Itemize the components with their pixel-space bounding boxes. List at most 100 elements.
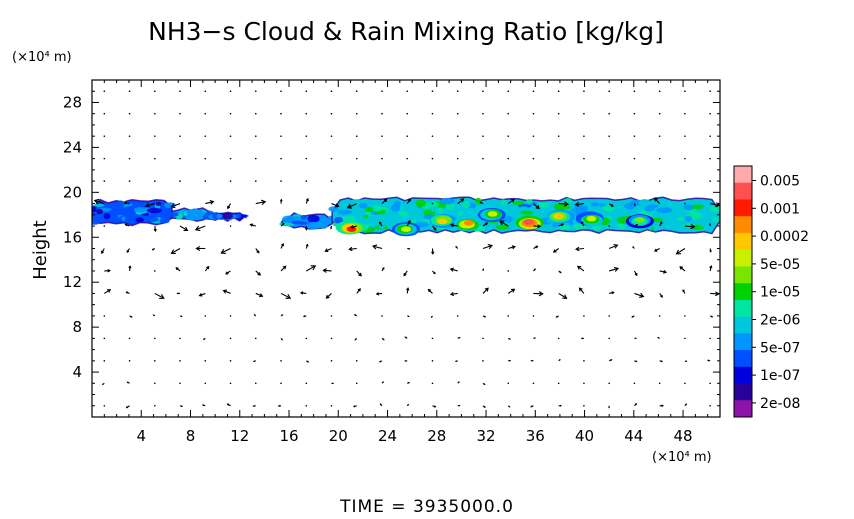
wind-vector: [457, 336, 461, 339]
wind-vector: [330, 135, 333, 137]
wind-vector: [555, 315, 559, 318]
wind-vector: [305, 157, 308, 160]
x-tick-label: 20: [329, 427, 348, 445]
colorbar-segment: [734, 350, 752, 368]
wind-vector: [381, 180, 383, 182]
wind-vector: [179, 405, 184, 408]
wind-vector: [381, 315, 383, 317]
wind-vector: [346, 203, 357, 209]
wind-vector: [431, 90, 434, 93]
wind-vector: [583, 135, 585, 137]
wind-vector: [225, 270, 231, 275]
wind-vector: [103, 180, 106, 182]
wind-vector: [280, 382, 282, 385]
wind-vector: [103, 135, 106, 137]
wind-vector: [507, 180, 510, 182]
wind-vector: [682, 289, 686, 294]
wind-vector: [179, 157, 181, 160]
wind-vector: [432, 225, 437, 231]
wind-vector: [103, 112, 106, 115]
wind-vector: [684, 202, 686, 205]
wind-vector: [229, 180, 232, 182]
wind-vector: [101, 382, 105, 385]
wind-vector: [533, 245, 539, 249]
convective-cell: [392, 222, 421, 237]
wind-vector: [552, 248, 560, 253]
convective-cell: [452, 217, 481, 232]
wind-vector: [658, 382, 661, 385]
wind-vector: [305, 197, 309, 204]
wind-vector: [330, 315, 333, 317]
wind-vector: [608, 157, 610, 160]
wind-vector: [305, 337, 308, 340]
wind-vector: [482, 112, 484, 115]
wind-vector: [280, 90, 282, 93]
wind-vector: [255, 199, 267, 206]
y-tick-label: 4: [72, 363, 82, 381]
wind-vector: [455, 245, 459, 249]
wind-vector: [406, 219, 411, 227]
wind-vector: [280, 157, 282, 160]
wind-vector: [684, 135, 686, 137]
wind-vector: [482, 222, 489, 227]
x-tick-label: 36: [526, 427, 545, 445]
y-tick-label: 8: [72, 318, 82, 336]
wind-vector: [253, 314, 257, 317]
wind-vector: [280, 338, 283, 341]
wind-vector: [706, 359, 711, 362]
wind-vector: [151, 248, 156, 251]
wind-vector: [658, 315, 661, 317]
wind-vector: [456, 90, 459, 93]
wind-vector: [608, 112, 610, 115]
wind-vector: [576, 265, 585, 272]
wind-vector: [583, 180, 585, 182]
wind-vector: [709, 265, 713, 272]
wind-vector: [608, 225, 610, 227]
wind-vector: [558, 404, 562, 407]
wind-vector: [175, 267, 181, 272]
wind-vector: [507, 288, 516, 294]
wind-vector: [378, 360, 383, 363]
wind-vector: [103, 157, 106, 160]
wind-vector: [507, 157, 510, 160]
wind-vector: [634, 292, 645, 298]
wind-vector: [684, 403, 688, 407]
wind-vector: [229, 157, 232, 160]
wind-vector: [530, 405, 534, 408]
colorbar-segment: [734, 316, 752, 334]
wind-vector: [609, 266, 620, 272]
wind-vector: [204, 360, 207, 362]
wind-vector: [508, 359, 512, 362]
chart-title: NH3−s Cloud & Rain Mixing Ratio [kg/kg]: [148, 17, 664, 46]
colorbar-label: 1e-07: [760, 368, 800, 384]
colorbar-segment: [734, 299, 752, 317]
wind-vector: [633, 90, 636, 93]
wind-vector: [170, 248, 181, 255]
wind-vector: [482, 180, 484, 182]
colorbar-label: 2e-08: [760, 396, 800, 412]
wind-vector: [305, 180, 308, 182]
wind-vector: [125, 405, 130, 409]
wind-vector: [633, 270, 638, 277]
wind-vector: [482, 135, 484, 137]
wind-vector: [354, 337, 358, 341]
wind-vector: [280, 180, 282, 182]
colorbar-segment: [734, 166, 752, 184]
wind-vector: [709, 157, 711, 160]
wind-vector: [575, 246, 584, 252]
wind-vector: [355, 112, 358, 115]
wind-vector: [659, 269, 668, 274]
wind-vector: [709, 337, 711, 340]
wind-vector: [204, 315, 207, 317]
wind-vector: [179, 382, 181, 385]
wind-vector: [633, 203, 636, 207]
x-axis: 4 8 12 16 20 24 28 32 36 40 44 48: [103, 80, 709, 445]
wind-vector: [482, 337, 484, 340]
wind-vector: [355, 157, 358, 160]
wind-vector: [450, 223, 458, 228]
wind-vector: [378, 221, 383, 227]
wind-vector: [659, 221, 663, 227]
wind-vector: [355, 180, 358, 182]
wind-vector: [153, 225, 157, 233]
